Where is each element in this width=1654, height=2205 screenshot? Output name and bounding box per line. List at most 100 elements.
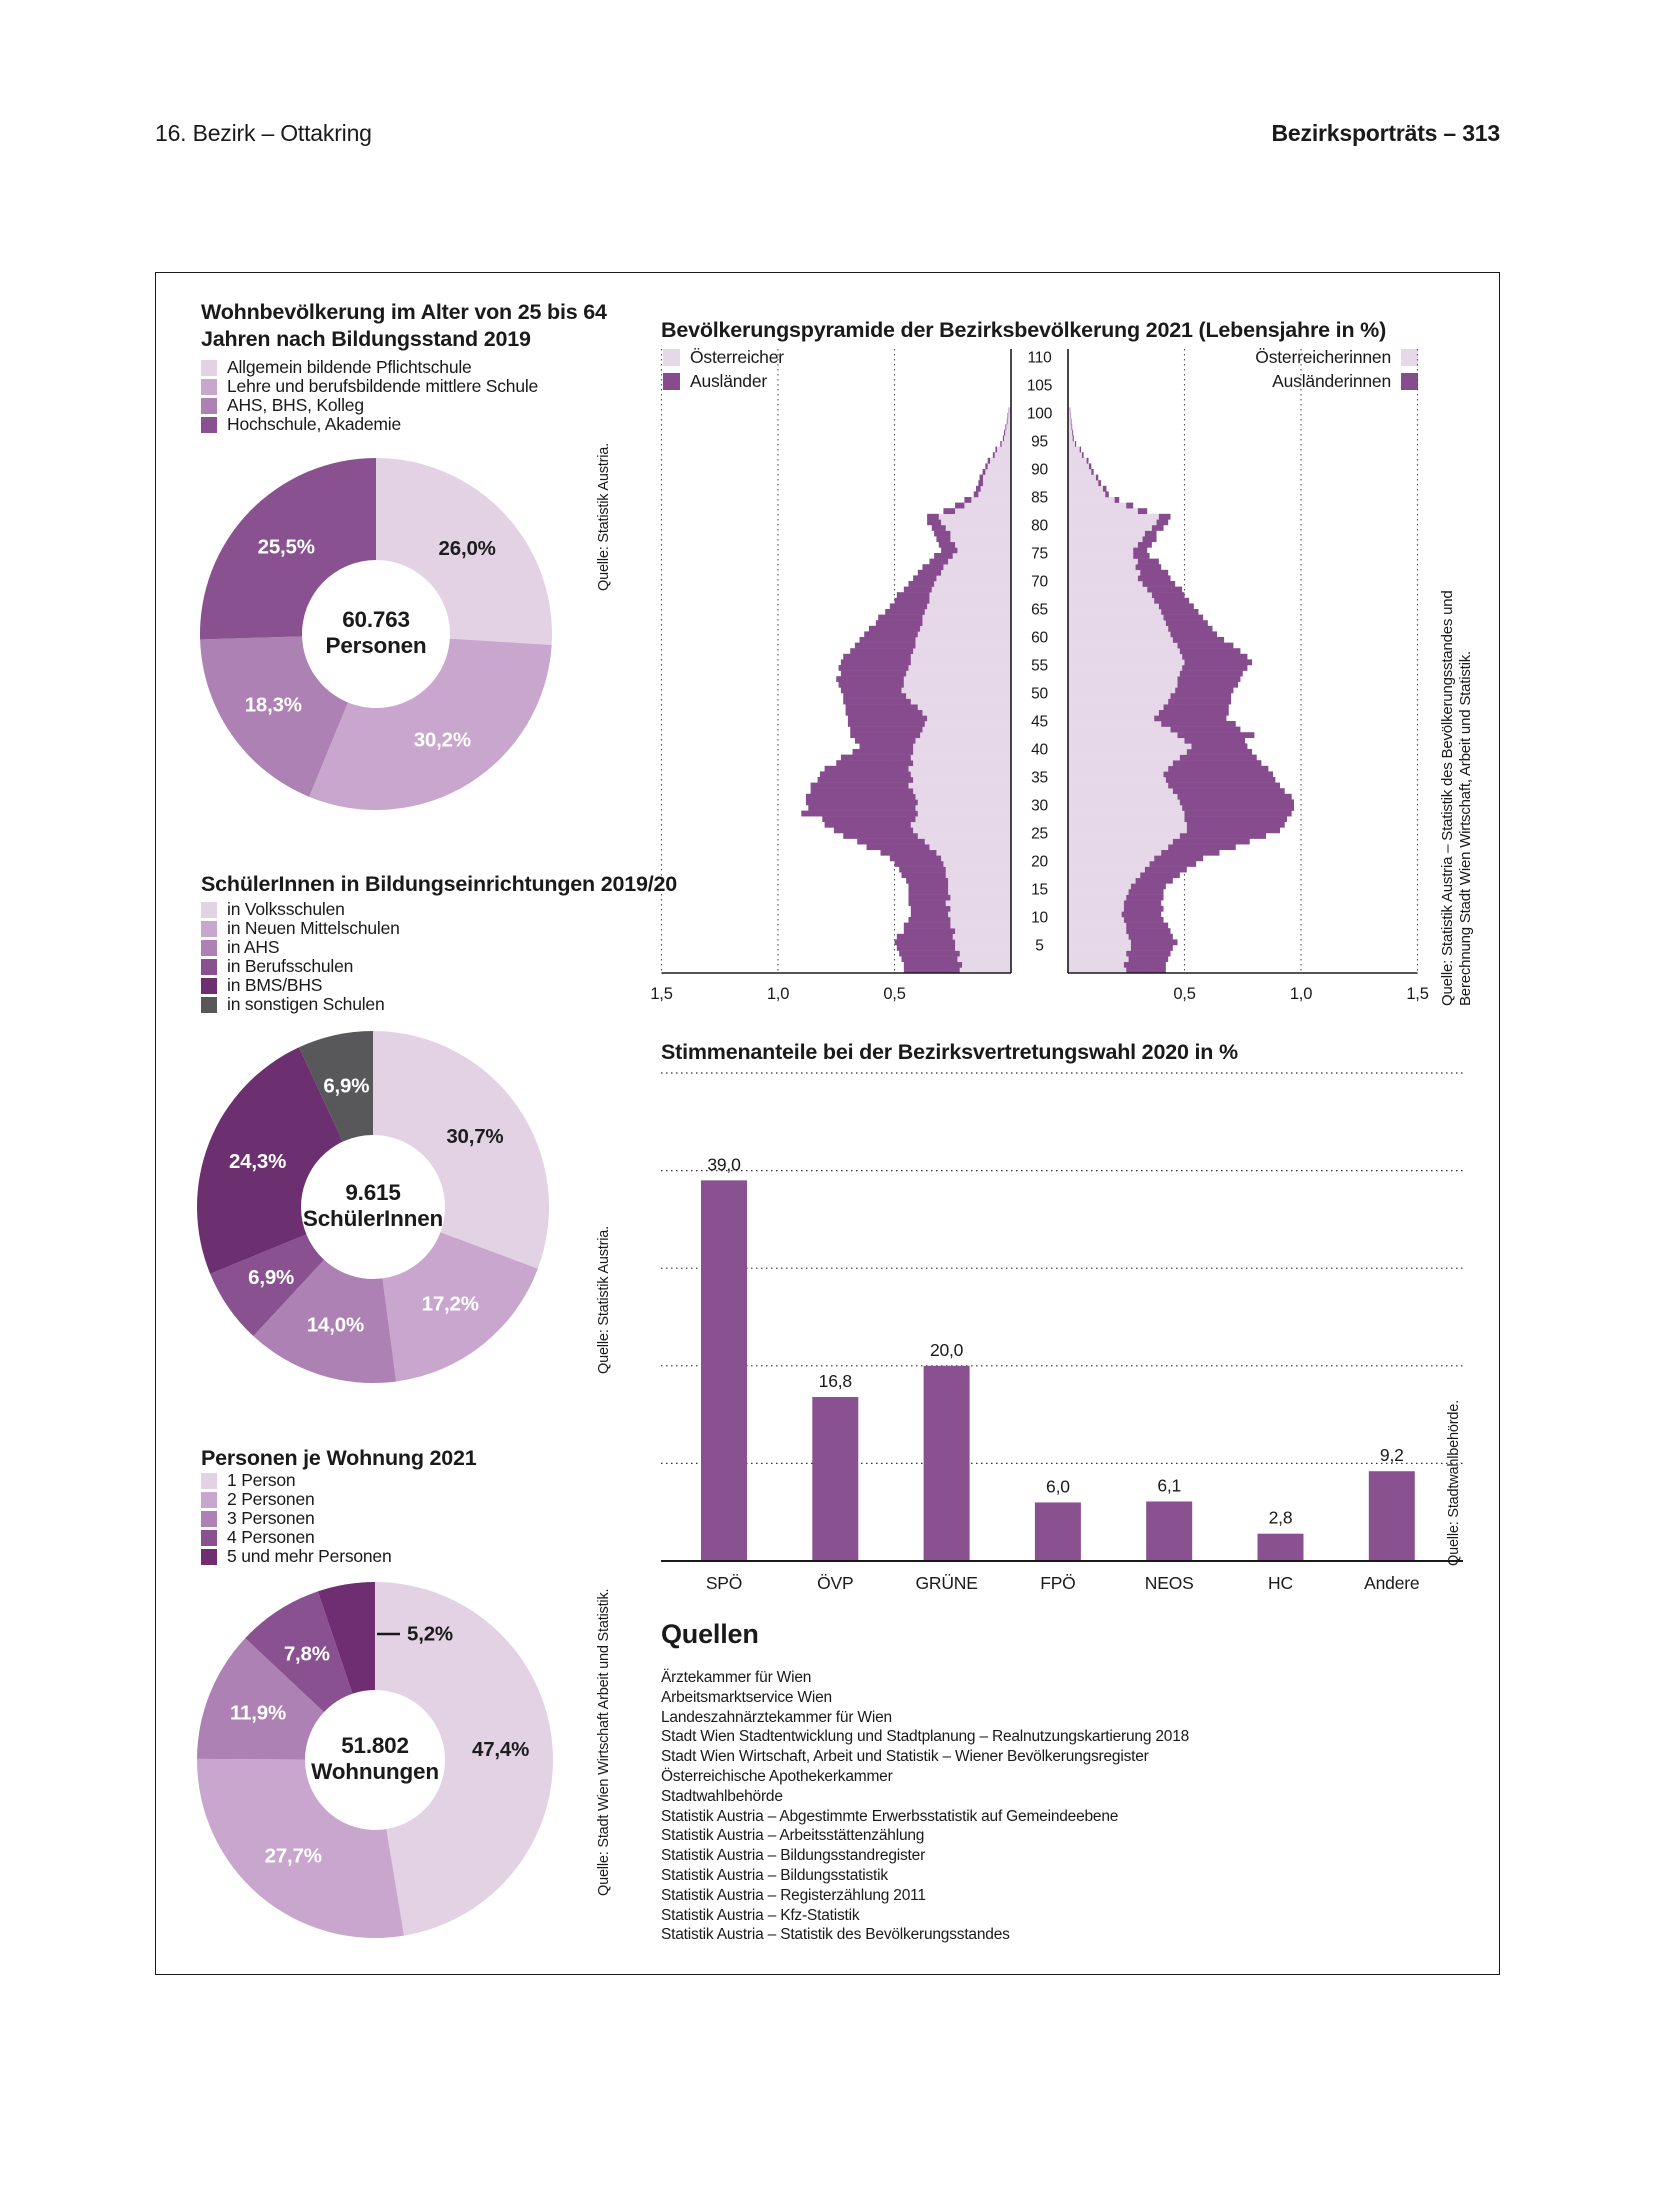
pyramid-legend-right-swatch — [1401, 372, 1418, 390]
pyramid-bar-men-foreign — [899, 950, 960, 957]
pyramid-bar-men-austrian — [929, 844, 1011, 851]
pyramid-bar-women-foreign — [1165, 620, 1208, 627]
pyramid-bar-women-foreign — [1182, 653, 1248, 660]
election-category-label: GRÜNE — [915, 1573, 977, 1593]
pyramid-bar-women-austrian — [1068, 424, 1072, 431]
pyramid-legend-right-item: Österreicherinnen — [661, 345, 1418, 369]
pyramid-bar-men-foreign — [843, 833, 918, 839]
pyramid-bar-women-austrian — [1068, 877, 1136, 884]
pyramid-bar-women-foreign — [1130, 939, 1178, 946]
pyramid-bar-men-foreign — [901, 872, 946, 879]
pyramid-bar-men-foreign — [985, 463, 988, 470]
pyramid-bar-men-foreign — [901, 956, 958, 963]
election-category-label: Andere — [1364, 1573, 1419, 1593]
pyramid-age-tick: 30 — [1031, 798, 1048, 815]
election-bar — [1146, 1501, 1193, 1561]
pyramid-bar-men-austrian — [910, 653, 1011, 660]
pyramid-legend-right: Österreicherinnen Ausländerinnen — [661, 345, 1418, 393]
pyramid-age-tick: 75 — [1031, 546, 1048, 563]
pyramid-bar-women-foreign — [1158, 603, 1194, 610]
apartments-donut-slice — [317, 1582, 375, 1694]
pyramid-bar-women-foreign — [1133, 553, 1150, 559]
students-legend-swatch — [201, 977, 217, 994]
pyramid-bar-women-austrian — [1068, 609, 1162, 615]
pyramid-bar-women-austrian — [1068, 429, 1073, 436]
pyramid-bar-women-austrian — [1068, 413, 1071, 419]
pyramid-bar-men-austrian — [941, 569, 1011, 576]
students-chart-title: SchülerInnen in Bildungseinrichtungen 20… — [201, 872, 678, 896]
apartments-legend-label: 5 und mehr Personen — [227, 1546, 392, 1566]
pyramid-bar-men-foreign — [889, 855, 942, 862]
education-legend-label: Lehre und berufsbildende mittlere Schule — [227, 376, 539, 396]
pyramid-bar-women-foreign — [1070, 418, 1072, 425]
quellen-item: Ärztekammer für Wien — [661, 1669, 812, 1686]
education-legend-label: AHS, BHS, Kolleg — [227, 395, 364, 415]
pyramid-bar-men-foreign — [1006, 418, 1008, 425]
pyramid-bar-men-foreign — [843, 693, 907, 699]
apartments-legend-label: 1 Person — [227, 1470, 296, 1490]
pyramid-bar-women-foreign — [1172, 637, 1225, 643]
education-legend-label: Allgemein bildende Pflichtschule — [227, 357, 472, 377]
pyramid-bar-men-foreign — [910, 905, 951, 912]
pyramid-bar-men-austrian — [929, 597, 1011, 604]
students-legend-item: in Volksschulen — [201, 899, 400, 919]
pyramid-bar-men-foreign — [859, 637, 916, 643]
education-legend: Allgemein bildende Pflichtschule Lehre un… — [201, 357, 539, 434]
pyramid-bar-women-foreign — [1191, 743, 1248, 750]
pyramid-bar-women-austrian — [1068, 805, 1183, 811]
pyramid-bar-men-foreign — [934, 553, 953, 559]
pyramid-bar-men-austrian — [931, 586, 1011, 593]
pyramid-bar-men-austrian — [943, 861, 1011, 867]
pyramid-bar-women-foreign — [1130, 945, 1173, 951]
pyramid-bar-women-foreign — [1163, 704, 1229, 711]
pyramid-bar-men-austrian — [915, 642, 1011, 649]
pyramid-bar-men-austrian — [1001, 441, 1011, 447]
pyramid-bar-women-austrian — [1068, 749, 1187, 755]
pyramid-age-tick: 5 — [1035, 938, 1043, 955]
pyramid-bar-women-foreign — [1137, 575, 1171, 582]
pyramid-bar-women-foreign — [1091, 469, 1094, 475]
pyramid-bar-women-foreign — [1123, 905, 1164, 912]
quellen-item: Statistik Austria – Bildungsstandregiste… — [661, 1847, 926, 1865]
pyramid-bar-women-austrian — [1068, 637, 1173, 643]
election-bar-value: 16,8 — [819, 1371, 852, 1391]
pyramid-bar-men-foreign — [964, 497, 972, 503]
pyramid-bar-men-foreign — [955, 502, 965, 509]
students-legend-swatch — [201, 901, 217, 918]
pyramid-age-tick: 110 — [1027, 350, 1052, 367]
pyramid-bar-men-austrian — [950, 917, 1011, 923]
pyramid-bar-men-foreign — [908, 889, 949, 895]
education-slice-label: 18,3% — [245, 694, 302, 717]
pyramid-age-tick: 95 — [1031, 434, 1048, 451]
pyramid-bar-men-austrian — [917, 631, 1011, 638]
pyramid-bar-women-austrian — [1068, 502, 1127, 509]
pyramid-bar-men-austrian — [938, 513, 1011, 520]
pyramid-bar-women-foreign — [1137, 508, 1148, 515]
pyramid-bar-men-austrian — [922, 620, 1011, 627]
pyramid-legend-right-swatch — [1401, 348, 1418, 366]
pyramid-bar-men-foreign — [929, 558, 949, 565]
pyramid-bar-men-austrian — [978, 491, 1011, 498]
pyramid-bar-men-foreign — [836, 760, 914, 767]
pyramid-bar-men-austrian — [997, 446, 1011, 453]
apartments-legend-item: 4 Personen — [201, 1527, 392, 1547]
apartments-legend-label: 2 Personen — [227, 1489, 315, 1509]
pyramid-bar-men-foreign — [894, 861, 944, 867]
pyramid-bar-women-austrian — [1068, 564, 1136, 571]
pyramid-bar-women-foreign — [1126, 502, 1134, 509]
pyramid-bar-men-austrian — [915, 805, 1011, 811]
pyramid-bar-women-foreign — [1156, 519, 1169, 526]
quellen-item: Statistik Austria – Abgestimmte Erwerbss… — [661, 1807, 1119, 1825]
pyramid-bar-women-austrian — [1068, 670, 1180, 677]
education-chart-title: Wohnbevölkerung im Alter von 25 bis 64 J… — [201, 299, 607, 353]
education-legend-swatch — [201, 378, 217, 395]
apartments-center-value: 51.802 — [341, 1733, 409, 1758]
pyramid-age-tick: 45 — [1031, 714, 1048, 731]
pyramid-bar-men-foreign — [908, 581, 935, 587]
pyramid-bar-women-austrian — [1068, 844, 1169, 851]
pyramid-bar-men-foreign — [1004, 429, 1006, 436]
pyramid-x-tick: 1,0 — [1290, 985, 1312, 1003]
pyramid-bar-men-foreign — [896, 933, 953, 940]
pyramid-bar-men-austrian — [990, 457, 1011, 464]
